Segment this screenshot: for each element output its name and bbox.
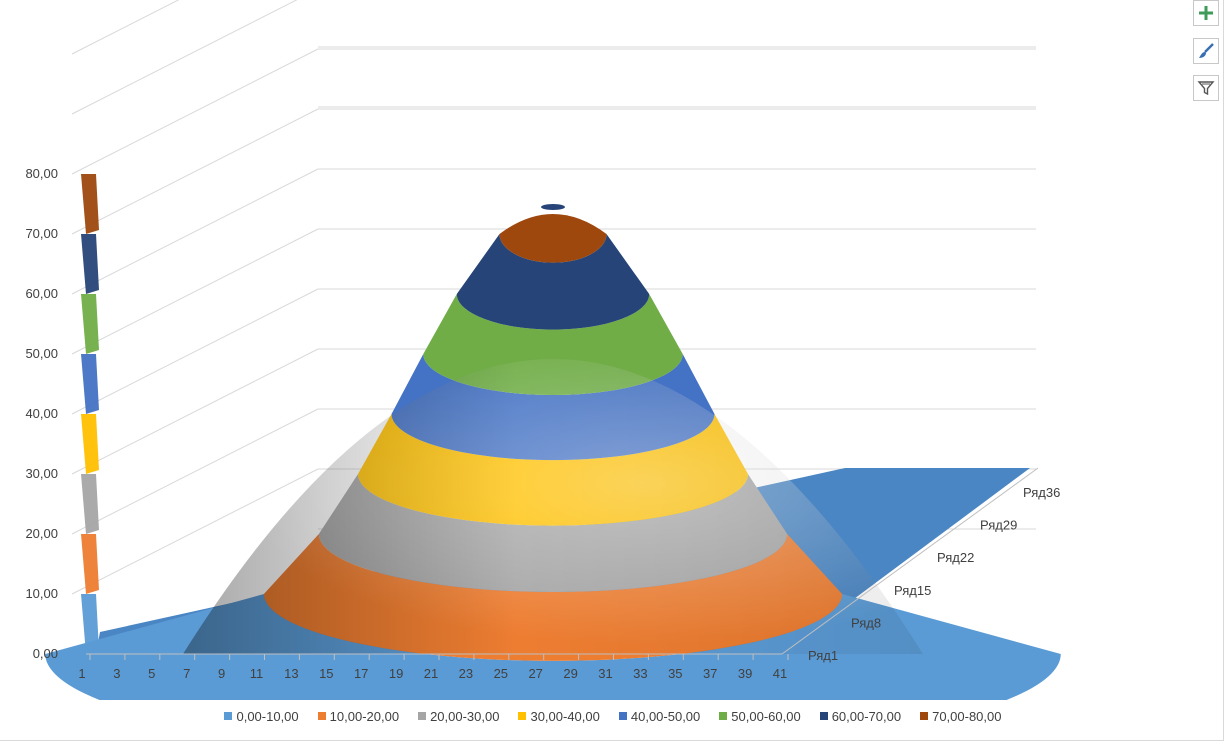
legend-label: 30,00-40,00 [530, 708, 600, 724]
gridline-side [71, 108, 319, 235]
legend-swatch [418, 712, 427, 720]
x-tick-label: 35 [668, 666, 682, 681]
legend-item[interactable]: 50,00-60,00 [719, 706, 801, 726]
x-tick-label: 23 [459, 666, 473, 681]
legend-swatch [317, 712, 326, 720]
surface-band [45, 594, 1061, 700]
legend-item[interactable]: 10,00-20,00 [317, 706, 400, 726]
legend-swatch [920, 712, 929, 720]
wall-band [81, 414, 99, 474]
x-tick-label: 19 [389, 666, 403, 681]
paintbrush-icon [1199, 43, 1214, 58]
depth-axis-line [781, 467, 1039, 655]
gridline-side [71, 468, 319, 595]
wall-band [81, 594, 99, 654]
y-tick-label: 50,00 [25, 346, 58, 361]
legend-label: 40,00-50,00 [630, 708, 701, 724]
legend-label: 70,00-80,00 [932, 708, 1002, 724]
gridline-side [71, 288, 319, 415]
y-tick-label: 0,00 [33, 646, 58, 661]
legend-swatch [819, 712, 828, 720]
x-axis-ticks: 1 3 5 7 9 11 13 15 17 19 21 23 25 27 29 31 33 35 37 39 41 [78, 653, 789, 681]
x-tick-label: 7 [183, 666, 190, 681]
chart-legend[interactable]: 0,00-10,00 10,00-20,00 20,00-30,00 30,00-40… [0, 706, 1226, 726]
depth-tick-label: Ряд1 [808, 648, 838, 663]
y-tick-label: 60,00 [25, 286, 58, 301]
chart-filters-button[interactable] [1193, 75, 1219, 101]
wall-band [81, 534, 99, 594]
filter-icon [1197, 81, 1215, 96]
depth-tick-label: Ряд15 [894, 583, 931, 598]
plus-icon [1199, 6, 1213, 20]
legend-swatch [719, 712, 728, 720]
x-tick-label: 13 [284, 666, 298, 681]
surface-band [499, 214, 607, 263]
x-tick-label: 33 [633, 666, 647, 681]
wall-band [81, 474, 99, 534]
legend-label: 60,00-70,00 [831, 708, 902, 724]
x-tick-label: 1 [78, 666, 85, 681]
chart-elements-button[interactable] [1193, 0, 1219, 26]
legend-item[interactable]: 40,00-50,00 [618, 706, 701, 726]
x-tick-label: 3 [113, 666, 120, 681]
depth-tick-label: Ряд36 [1023, 485, 1060, 500]
x-tick-label: 37 [703, 666, 717, 681]
y-tick-label: 70,00 [25, 226, 58, 241]
y-tick-label: 40,00 [25, 406, 58, 421]
x-tick-label: 15 [319, 666, 333, 681]
gridline-side [71, 348, 319, 475]
y-tick-label: 20,00 [25, 526, 58, 541]
x-tick-label: 21 [424, 666, 438, 681]
y-axis-wall [81, 174, 99, 654]
legend-label: 20,00-30,00 [430, 708, 500, 724]
x-tick-label: 17 [354, 666, 368, 681]
y-tick-label: 30,00 [25, 466, 58, 481]
peak-cap [541, 204, 565, 210]
gridline-side [71, 0, 180, 55]
surface-band [456, 234, 650, 330]
y-tick-label: 10,00 [25, 586, 58, 601]
legend-item[interactable]: 60,00-70,00 [819, 706, 902, 726]
wall-band [81, 354, 99, 414]
x-tick-label: 11 [250, 666, 264, 681]
chart-styles-button[interactable] [1193, 38, 1219, 64]
x-tick-label: 25 [494, 666, 508, 681]
x-tick-label: 5 [148, 666, 155, 681]
legend-label: 50,00-60,00 [731, 708, 801, 724]
gridline-side [71, 48, 319, 175]
y-tick-label: 80,00 [25, 166, 58, 181]
wall-band [81, 174, 99, 234]
x-tick-label: 41 [773, 666, 787, 681]
x-tick-label: 29 [563, 666, 577, 681]
depth-tick-label: Ряд22 [937, 550, 974, 565]
surface-dome [45, 204, 1061, 700]
legend-label: 0,00-10,00 [236, 708, 299, 724]
y-axis-ticks: 0,00 10,00 20,00 30,00 40,00 50,00 60,00 70,00 8… [25, 166, 58, 661]
gridline-side [71, 228, 319, 355]
x-tick-label: 31 [598, 666, 612, 681]
legend-swatch [518, 712, 527, 720]
gridline-side [71, 408, 319, 535]
x-tick-label: 9 [218, 666, 225, 681]
wall-band [81, 294, 99, 354]
legend-item[interactable]: 20,00-30,00 [418, 706, 499, 726]
legend-item[interactable]: 0,00-10,00 [224, 706, 299, 726]
legend-swatch [618, 712, 627, 720]
depth-tick-label: Ряд8 [851, 615, 881, 630]
gridline-side [71, 0, 298, 115]
legend-item[interactable]: 30,00-40,00 [518, 706, 600, 726]
legend-label: 10,00-20,00 [329, 708, 400, 724]
highlight [183, 359, 923, 654]
wall-band [81, 234, 99, 294]
surface-chart[interactable]: 0,00 10,00 20,00 30,00 40,00 50,00 60,00 70,00 8… [0, 0, 1190, 700]
depth-tick-label: Ряд29 [980, 518, 1017, 533]
legend-item[interactable]: 70,00-80,00 [920, 706, 1002, 726]
x-tick-label: 27 [528, 666, 542, 681]
depth-axis-ticks: Ряд1 Ряд8 Ряд15 Ряд22 Ряд29 Ряд36 [781, 467, 1060, 663]
legend-swatch [224, 712, 233, 720]
x-tick-label: 39 [738, 666, 752, 681]
gridline-side [71, 168, 319, 295]
